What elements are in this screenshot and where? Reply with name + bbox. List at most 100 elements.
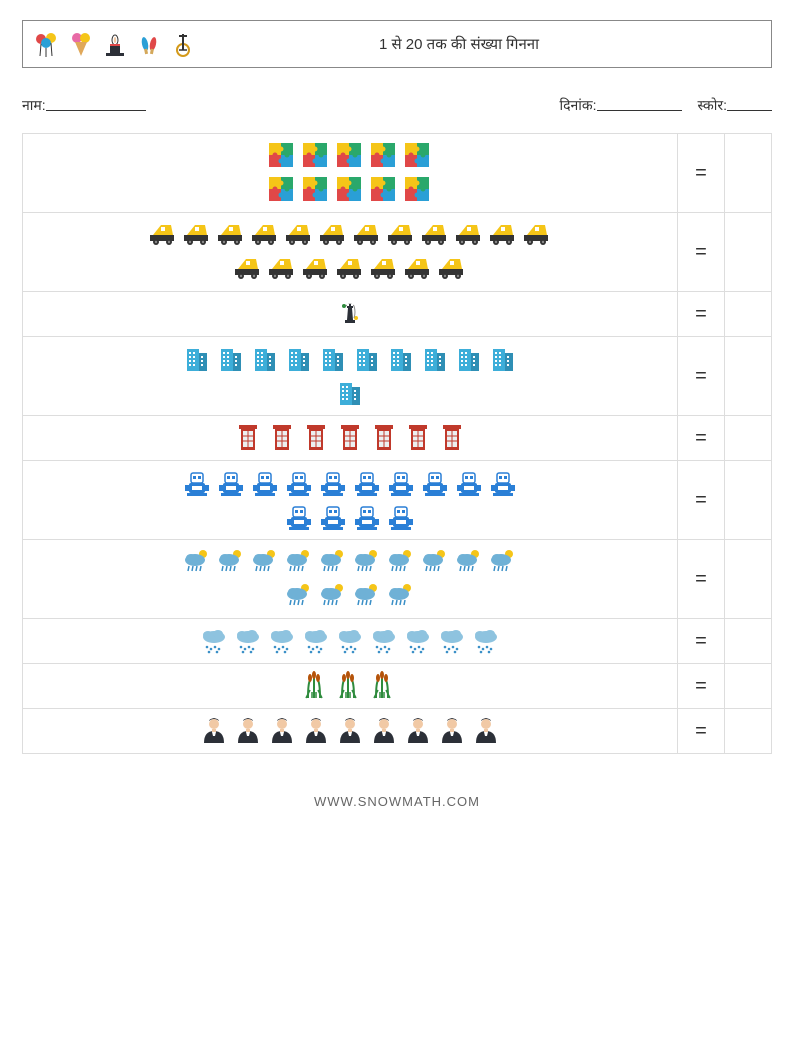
date-blank[interactable] <box>597 96 682 111</box>
truck-icon <box>385 219 417 251</box>
answer-cell[interactable] <box>725 461 772 540</box>
balloons-icon <box>33 30 61 58</box>
table-row: = <box>23 337 772 416</box>
reeds-icon <box>368 670 400 702</box>
answer-cell[interactable] <box>725 416 772 461</box>
name-blank[interactable] <box>46 96 146 111</box>
storm-cloud-icon <box>283 580 315 612</box>
rain-cloud-icon <box>436 625 468 657</box>
equals-cell: = <box>678 540 725 619</box>
truck-icon <box>249 219 281 251</box>
storm-cloud-icon <box>215 546 247 578</box>
phone-booth-icon <box>402 422 434 454</box>
header-box: 1 से 20 तक की संख्या गिनना <box>22 20 772 68</box>
building-icon <box>385 343 417 375</box>
answer-cell[interactable] <box>725 134 772 213</box>
icons-cell <box>23 213 678 292</box>
chess-icon <box>334 298 366 330</box>
person-icon <box>402 715 434 747</box>
robot-icon <box>181 467 213 499</box>
answer-cell[interactable] <box>725 540 772 619</box>
icons-cell <box>23 619 678 664</box>
equals-cell: = <box>678 292 725 337</box>
truck-icon <box>215 219 247 251</box>
robot-icon <box>453 467 485 499</box>
phone-booth-icon <box>266 422 298 454</box>
truck-icon <box>453 219 485 251</box>
robot-icon <box>317 467 349 499</box>
truck-icon <box>266 253 298 285</box>
phone-booth-icon <box>334 422 366 454</box>
robot-icon <box>249 467 281 499</box>
table-row: = <box>23 461 772 540</box>
icons-cell <box>23 134 678 213</box>
header-icons <box>33 30 197 58</box>
storm-cloud-icon <box>351 580 383 612</box>
phone-booth-icon <box>300 422 332 454</box>
equals-cell: = <box>678 461 725 540</box>
answer-cell[interactable] <box>725 619 772 664</box>
person-icon <box>436 715 468 747</box>
storm-cloud-icon <box>317 546 349 578</box>
truck-icon <box>181 219 213 251</box>
answer-cell[interactable] <box>725 337 772 416</box>
answer-cell[interactable] <box>725 709 772 754</box>
building-icon <box>317 343 349 375</box>
table-row: = <box>23 416 772 461</box>
magic-hat-icon <box>101 30 129 58</box>
storm-cloud-icon <box>283 546 315 578</box>
puzzle-icon <box>402 174 434 206</box>
truck-icon <box>521 219 553 251</box>
rain-cloud-icon <box>470 625 502 657</box>
juggling-pins-icon <box>135 30 163 58</box>
icons-cell <box>23 292 678 337</box>
truck-icon <box>147 219 179 251</box>
robot-icon <box>419 467 451 499</box>
reeds-icon <box>300 670 332 702</box>
reeds-icon <box>334 670 366 702</box>
truck-icon <box>436 253 468 285</box>
storm-cloud-icon <box>385 580 417 612</box>
score-label: स्कोर: <box>698 96 727 115</box>
robot-icon <box>487 467 519 499</box>
answer-cell[interactable] <box>725 292 772 337</box>
unicycle-icon <box>169 30 197 58</box>
person-icon <box>266 715 298 747</box>
score-blank[interactable] <box>727 96 772 111</box>
puzzle-icon <box>368 174 400 206</box>
building-icon <box>249 343 281 375</box>
puzzle-icon <box>300 174 332 206</box>
person-icon <box>470 715 502 747</box>
answer-cell[interactable] <box>725 664 772 709</box>
puzzle-icon <box>334 174 366 206</box>
building-icon <box>351 343 383 375</box>
person-icon <box>198 715 230 747</box>
equals-cell: = <box>678 337 725 416</box>
name-label: नाम: <box>22 96 46 115</box>
truck-icon <box>283 219 315 251</box>
equals-cell: = <box>678 134 725 213</box>
truck-icon <box>351 219 383 251</box>
truck-icon <box>419 219 451 251</box>
truck-icon <box>334 253 366 285</box>
robot-icon <box>385 501 417 533</box>
equals-cell: = <box>678 416 725 461</box>
answer-cell[interactable] <box>725 213 772 292</box>
robot-icon <box>215 467 247 499</box>
robot-icon <box>351 467 383 499</box>
icons-cell <box>23 337 678 416</box>
phone-booth-icon <box>368 422 400 454</box>
puzzle-icon <box>402 140 434 172</box>
rain-cloud-icon <box>368 625 400 657</box>
puzzle-icon <box>300 140 332 172</box>
rain-cloud-icon <box>266 625 298 657</box>
table-row: = <box>23 134 772 213</box>
storm-cloud-icon <box>487 546 519 578</box>
worksheet-title: 1 से 20 तक की संख्या गिनना <box>197 34 761 54</box>
storm-cloud-icon <box>385 546 417 578</box>
robot-icon <box>385 467 417 499</box>
equals-cell: = <box>678 709 725 754</box>
table-row: = <box>23 292 772 337</box>
building-icon <box>215 343 247 375</box>
storm-cloud-icon <box>419 546 451 578</box>
